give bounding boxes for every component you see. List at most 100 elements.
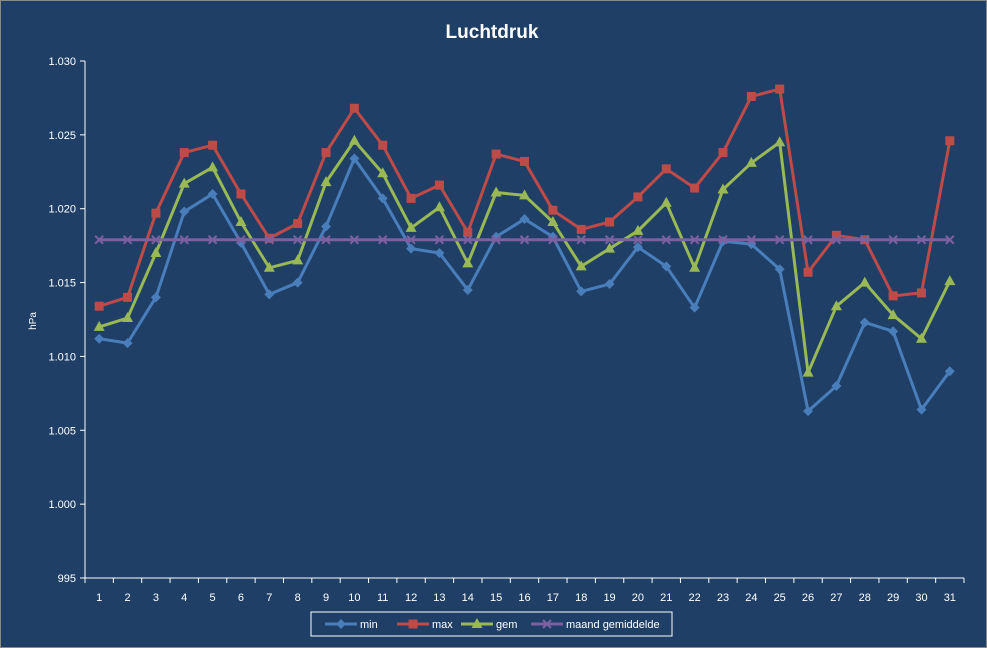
series-gem [93,134,956,377]
data-point [491,149,501,159]
x-tick-label: 8 [295,592,301,604]
data-point [745,156,757,167]
data-point [604,242,616,253]
data-point [916,235,927,245]
data-point [93,320,105,331]
data-point [718,148,728,158]
data-point [377,193,388,204]
data-point [491,235,501,245]
data-point [859,276,871,287]
data-point [320,176,332,187]
x-tick-label: 12 [405,592,417,604]
data-point [945,136,955,146]
x-tick-label: 15 [490,592,502,604]
data-point [406,235,416,245]
data-point [944,275,956,286]
y-tick-label: 1.015 [48,278,76,290]
legend-item: gem [461,618,517,631]
x-tick-label: 11 [377,592,388,604]
data-point [831,235,842,245]
data-point [945,235,955,245]
data-point [660,196,672,207]
x-tick-label: 31 [944,592,956,604]
data-point [690,183,700,193]
data-point [292,277,303,288]
legend-label: min [360,619,378,631]
data-point [632,242,643,253]
data-point [888,326,899,337]
data-point [293,218,303,228]
data-point [122,338,133,349]
x-tick-label: 26 [802,592,814,604]
data-point [406,243,417,254]
x-tick-label: 21 [660,592,672,604]
data-point [860,235,870,245]
data-point [321,148,331,158]
data-point [661,235,671,245]
data-point [150,292,161,303]
data-point [433,201,445,212]
data-point [803,406,814,417]
data-point [292,235,303,245]
y-tick-label: 995 [58,573,76,585]
data-point [519,235,530,245]
data-point [179,206,190,217]
x-tick-label: 9 [323,592,329,604]
data-point [150,247,162,258]
legend-box [310,611,673,637]
data-point [774,235,785,245]
data-point [661,261,672,272]
x-tick-label: 18 [575,592,587,604]
x-tick-label: 24 [745,592,757,604]
data-point [519,189,530,200]
legend-label: max [432,619,453,631]
legend-swatch-marker [542,619,552,629]
x-tick-label: 19 [603,592,615,604]
x-tick-label: 2 [124,592,130,604]
series-min [94,153,955,417]
data-point [604,279,615,290]
data-point [264,289,275,300]
data-point [576,224,586,234]
data-point [178,177,190,188]
x-tick-label: 14 [462,592,474,604]
data-point [378,235,388,245]
x-tick-label: 10 [348,592,360,604]
data-point [831,230,841,240]
data-point [235,216,247,227]
data-point [179,235,189,245]
data-point [916,288,926,298]
data-point [263,261,275,272]
x-tick-label: 29 [887,592,899,604]
data-point [548,235,558,245]
data-point [775,84,785,94]
legend: min max gem maand gemiddelde [310,611,673,637]
y-axis-title: hPa [28,312,39,330]
legend-label: gem [496,619,517,631]
series-line [98,139,952,375]
data-point [717,183,729,194]
data-point [463,235,473,245]
data-point [405,221,417,232]
y-tick-label: 1.020 [48,204,76,216]
x-tick-label: 23 [717,592,729,604]
data-point [207,188,218,199]
data-point [94,333,105,344]
x-tick-label: 3 [153,592,159,604]
axes [84,61,964,579]
data-point [462,257,474,268]
data-point [462,284,473,295]
x-tick-label: 27 [830,592,842,604]
x-tick-label: 6 [238,592,244,604]
legend-swatch-marker [336,619,346,629]
x-tick-label: 5 [210,592,216,604]
data-point [122,235,133,245]
data-point [434,235,445,245]
x-tick-label: 4 [181,592,187,604]
data-point [463,227,473,237]
legend-item: min [325,619,378,631]
data-point [321,235,331,245]
data-point [122,312,134,323]
